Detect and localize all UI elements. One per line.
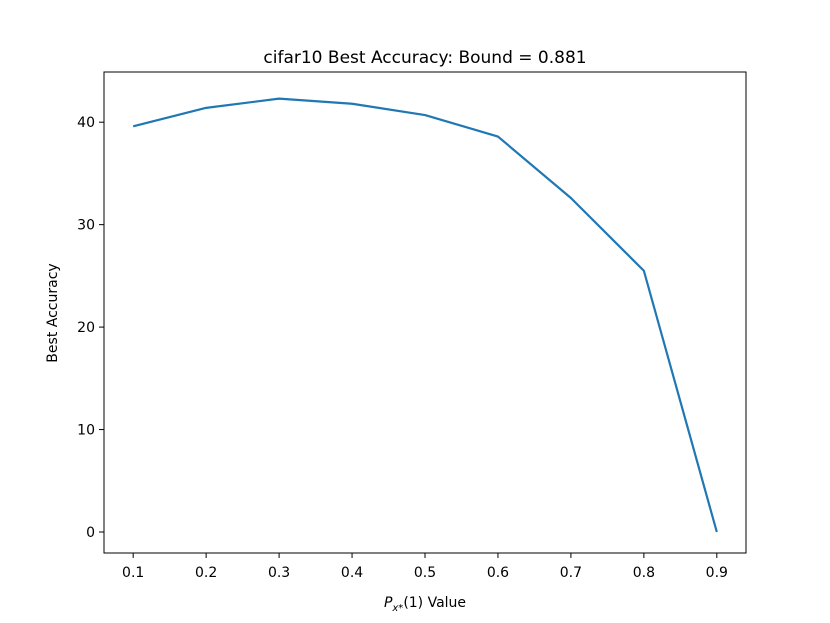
- x-tick-label: 0.5: [414, 565, 436, 581]
- y-tick-label: 40: [77, 115, 95, 131]
- y-tick-label: 20: [77, 320, 95, 336]
- x-label-text: (1) Value: [403, 595, 466, 611]
- x-tick-label: 0.4: [341, 565, 363, 581]
- chart-title: cifar10 Best Accuracy: Bound = 0.881: [263, 48, 586, 68]
- y-axis-label: Best Accuracy: [45, 263, 61, 362]
- y-tick-label: 0: [86, 525, 95, 541]
- plot-frame: [103, 71, 747, 554]
- x-tick-label: 0.3: [268, 565, 290, 581]
- x-tick-label: 0.7: [560, 565, 582, 581]
- x-tick-label: 0.9: [706, 565, 728, 581]
- x-tick-label: 0.6: [487, 565, 509, 581]
- x-axis-label: Px*(1) Value: [384, 595, 466, 614]
- y-tick-label: 10: [77, 423, 95, 439]
- x-label-subscript: x*: [391, 603, 403, 614]
- x-tick-label: 0.2: [195, 565, 217, 581]
- x-tick-label: 0.1: [122, 565, 144, 581]
- x-tick-label: 0.8: [633, 565, 655, 581]
- x-label-symbol: P: [384, 595, 393, 611]
- line-series: [132, 97, 718, 533]
- y-tick-label: 30: [77, 218, 95, 234]
